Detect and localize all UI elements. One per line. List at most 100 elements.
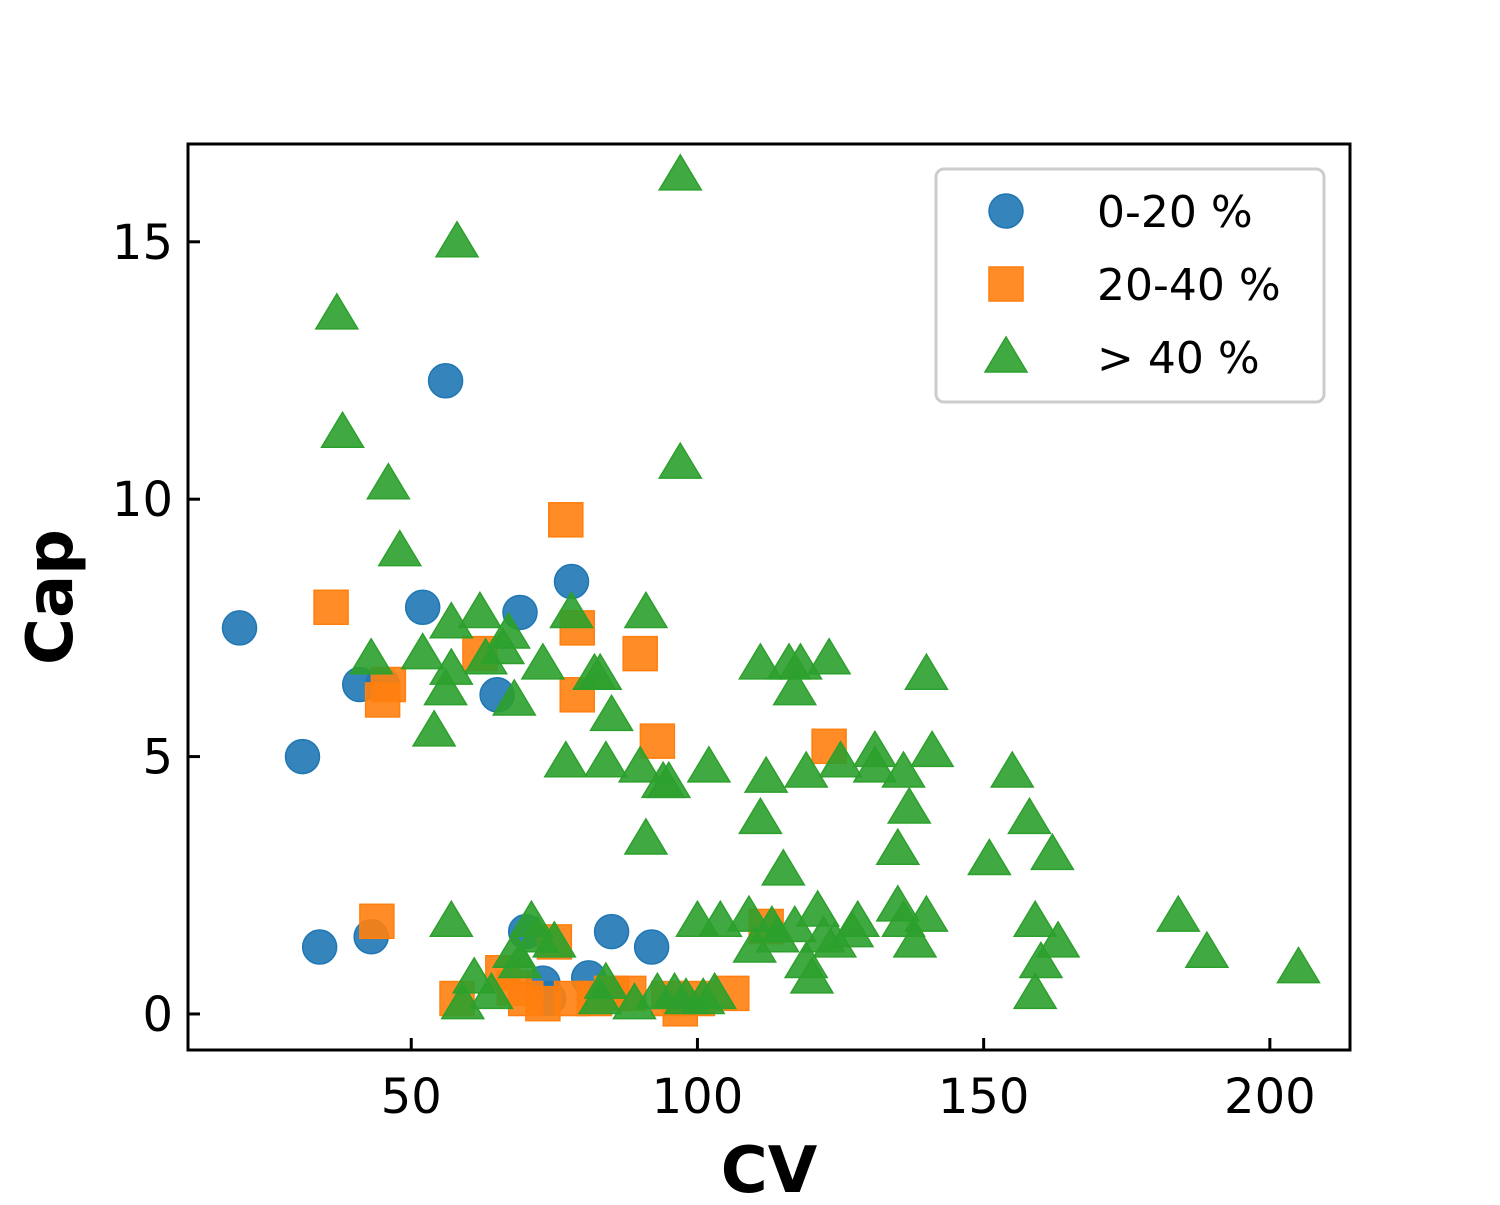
y-tick-label: 0	[142, 987, 173, 1043]
data-point-triangle	[783, 750, 829, 788]
data-point-triangle	[623, 817, 669, 855]
data-point-triangle	[423, 668, 468, 706]
data-point-triangle	[428, 601, 474, 639]
data-point-triangle	[583, 740, 629, 778]
data-point-triangle	[1030, 832, 1075, 871]
data-point-triangle	[904, 894, 949, 932]
data-point-triangle	[486, 611, 531, 649]
data-point-triangle	[577, 652, 623, 690]
data-point-triangle	[589, 693, 634, 732]
data-point-circle	[404, 589, 441, 626]
data-point-triangle	[617, 745, 663, 783]
data-point-triangle	[377, 529, 423, 567]
data-point-triangle	[491, 678, 537, 716]
data-point-triangle	[457, 590, 503, 629]
data-point-triangle	[320, 410, 365, 449]
data-point-triangle	[532, 920, 577, 958]
data-point-triangle	[772, 668, 818, 706]
data-point-circle	[301, 929, 338, 965]
legend-label: 0-20 %	[1097, 187, 1253, 238]
data-point-triangle	[1018, 941, 1064, 979]
data-point-triangle	[543, 740, 589, 778]
data-point-triangle	[795, 889, 840, 927]
data-point-triangle	[967, 838, 1012, 876]
data-point-triangle	[400, 632, 446, 670]
data-point-triangle	[875, 827, 921, 865]
x-axis-title: CV	[721, 1134, 818, 1200]
data-point-triangle	[738, 642, 783, 680]
data-point-triangle	[549, 590, 594, 629]
data-point-triangle	[1184, 930, 1230, 968]
data-point-triangle	[789, 956, 835, 994]
y-tick-label: 15	[112, 215, 173, 271]
data-point-triangle	[904, 652, 949, 690]
data-point-circle	[633, 929, 670, 965]
data-point-triangle	[520, 642, 566, 680]
data-point-triangle	[314, 292, 360, 330]
data-point-triangle	[583, 961, 629, 999]
legend-marker-square	[988, 266, 1024, 302]
data-point-triangle	[886, 786, 932, 824]
legend-entry: > 40 %	[983, 333, 1260, 384]
data-point-triangle	[909, 729, 955, 768]
legend-marker-circle	[988, 193, 1024, 229]
data-point-triangle	[657, 153, 703, 191]
plot-frame	[186, 142, 1352, 1052]
data-point-triangle	[623, 590, 669, 629]
data-point-triangle	[852, 745, 898, 783]
data-point-triangle	[760, 848, 806, 886]
data-point-triangle	[497, 941, 543, 979]
data-point-triangle	[686, 745, 732, 783]
legend-entry: 20-40 %	[988, 260, 1281, 311]
data-point-triangle	[818, 740, 863, 778]
data-point-triangle	[989, 750, 1035, 788]
data-point-circle	[427, 363, 464, 399]
plot-marks	[221, 153, 1321, 1027]
data-point-triangle	[366, 462, 411, 500]
data-point-triangle	[469, 971, 514, 1010]
data-point-triangle	[881, 750, 926, 788]
data-point-triangle	[646, 760, 692, 799]
data-point-triangle	[806, 637, 852, 675]
legend: 0-20 % 20-40 % > 40 %	[934, 167, 1326, 404]
data-point-square	[548, 502, 584, 538]
data-point-triangle	[738, 796, 783, 835]
data-point-triangle	[434, 220, 480, 258]
y-axis-title: Cap	[14, 529, 88, 665]
legend-label: > 40 %	[1097, 333, 1260, 384]
data-point-triangle	[657, 441, 703, 479]
legend-marker-triangle	[983, 335, 1029, 373]
data-point-triangle	[1012, 971, 1058, 1010]
legend-label: 20-40 %	[1097, 260, 1281, 311]
y-tick-label: 5	[142, 730, 173, 786]
data-point-square	[313, 589, 349, 626]
legend-entries: 0-20 % 20-40 % > 40 %	[983, 187, 1281, 384]
data-point-circle	[221, 610, 258, 646]
axis-ticks: 50 100 150 200 0 5 10 15	[112, 215, 1316, 1125]
y-tick-label: 10	[112, 472, 173, 528]
data-point-triangle	[1007, 796, 1052, 835]
legend-entry: 0-20 %	[988, 187, 1253, 238]
data-point-square	[359, 903, 395, 940]
data-point-triangle	[440, 982, 486, 1020]
data-point-triangle	[1155, 894, 1201, 932]
legend-box	[934, 167, 1326, 404]
data-point-triangle	[348, 637, 394, 675]
data-point-triangle	[411, 709, 457, 747]
data-point-triangle	[692, 971, 737, 1010]
data-point-triangle	[892, 920, 938, 958]
data-point-triangle	[1276, 946, 1321, 984]
data-point-triangle	[726, 894, 772, 932]
data-point-square	[622, 635, 658, 672]
data-point-triangle	[428, 647, 474, 685]
data-point-circle	[593, 913, 630, 950]
x-tick-label: 200	[1224, 1069, 1316, 1125]
data-point-triangle	[743, 755, 789, 793]
data-point-square	[639, 723, 676, 759]
series-3	[314, 153, 1321, 1020]
x-tick-label: 150	[938, 1069, 1030, 1125]
x-tick-label: 50	[381, 1069, 442, 1125]
data-point-triangle	[1012, 899, 1058, 938]
